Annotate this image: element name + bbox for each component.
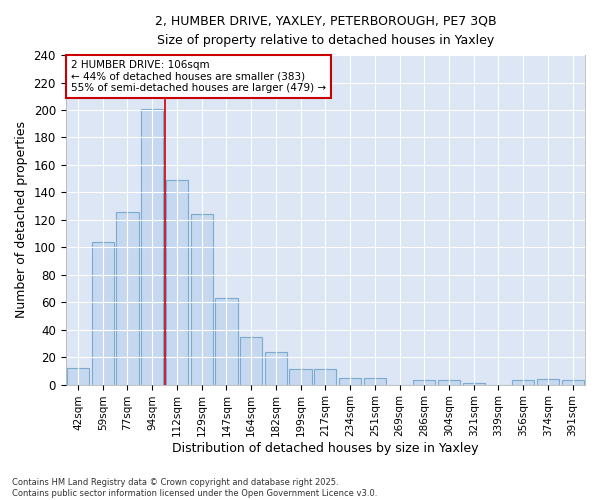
Bar [92,242,114,384]
Bar [463,383,485,384]
Bar [215,298,238,384]
Text: Contains HM Land Registry data © Crown copyright and database right 2025.
Contai: Contains HM Land Registry data © Crown c… [12,478,377,498]
Bar [116,212,139,384]
Bar [512,380,535,384]
Text: 2 HUMBER DRIVE: 106sqm
← 44% of detached houses are smaller (383)
55% of semi-de: 2 HUMBER DRIVE: 106sqm ← 44% of detached… [71,60,326,94]
Bar [265,352,287,384]
Bar [289,370,312,384]
Bar [141,108,163,384]
Bar [438,380,460,384]
Y-axis label: Number of detached properties: Number of detached properties [15,122,28,318]
Bar [562,380,584,384]
Bar [67,368,89,384]
Bar [537,379,559,384]
Bar [166,180,188,384]
Bar [364,378,386,384]
Title: 2, HUMBER DRIVE, YAXLEY, PETERBOROUGH, PE7 3QB
Size of property relative to deta: 2, HUMBER DRIVE, YAXLEY, PETERBOROUGH, P… [155,15,496,47]
X-axis label: Distribution of detached houses by size in Yaxley: Distribution of detached houses by size … [172,442,479,455]
Bar [191,214,213,384]
Bar [413,380,436,384]
Bar [339,378,361,384]
Bar [240,336,262,384]
Bar [314,370,337,384]
